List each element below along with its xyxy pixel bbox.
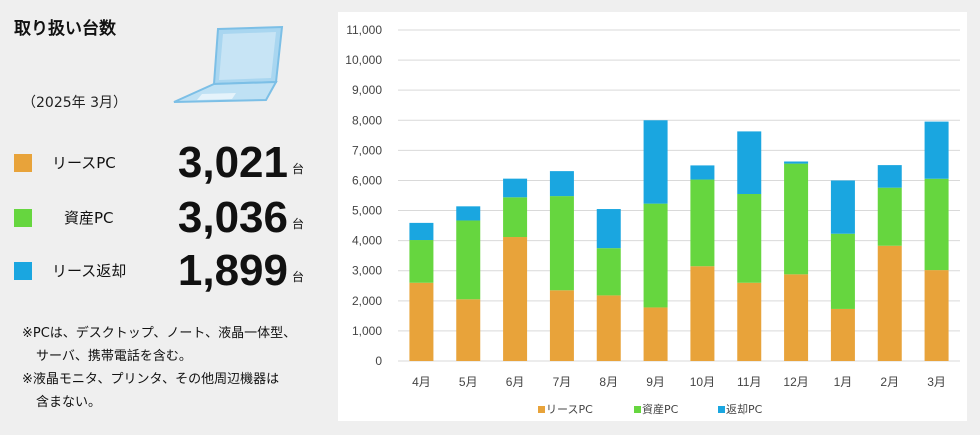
- bar-segment: [643, 120, 668, 204]
- bar-segment: [737, 193, 762, 283]
- bar-segment: [549, 171, 574, 197]
- y-tick-label: 4,000: [352, 234, 382, 248]
- bar-segment: [737, 282, 762, 361]
- bar-segment: [690, 266, 715, 361]
- note-line: ※液晶モニタ、プリンタ、その他周辺機器は: [22, 372, 280, 387]
- x-tick-label: 1月: [834, 375, 853, 389]
- x-tick-label: 2月: [880, 375, 899, 389]
- y-tick-label: 6,000: [352, 173, 382, 187]
- bar-segment: [503, 178, 528, 198]
- bar-segment: [737, 131, 762, 194]
- x-tick-label: 8月: [599, 375, 618, 389]
- note-line: ※PCは、デスクトップ、ノート、液晶一体型、: [22, 326, 297, 341]
- y-tick-label: 11,000: [346, 23, 382, 37]
- chart-panel: 0 1,000 2,000 3,000 4,000 5,000 6,000 7,000 8,00…: [338, 12, 967, 421]
- bar-segment: [596, 248, 621, 296]
- y-tick-label: 5,000: [352, 204, 382, 218]
- bar-segment: [784, 161, 809, 164]
- bar-segment: [643, 203, 668, 308]
- bar-segment: [503, 237, 528, 361]
- bar-segment: [456, 206, 481, 221]
- legend-swatch: [634, 406, 641, 413]
- x-tick-label: 3月: [927, 375, 946, 389]
- bar-segment: [830, 233, 855, 309]
- x-tick-label: 5月: [459, 375, 478, 389]
- page-title: 取り扱い台数: [14, 19, 116, 39]
- y-tick-label: 7,000: [352, 143, 382, 157]
- y-tick-label: 2,000: [352, 294, 382, 308]
- bar-segment: [690, 179, 715, 267]
- legend-label: 資産PC: [642, 403, 679, 416]
- x-tick-label: 4月: [412, 375, 431, 389]
- stat-label-asset: 資産PC: [64, 209, 114, 227]
- bar-segment: [877, 245, 902, 361]
- bar-segment: [549, 290, 574, 361]
- stat-value-lease: 3,021: [177, 138, 288, 187]
- stat-value-asset: 3,036: [177, 193, 288, 242]
- bar-segment: [877, 165, 902, 188]
- stat-unit-lease: 台: [292, 162, 305, 176]
- y-tick-label: 8,000: [352, 113, 382, 127]
- bar-segment: [924, 178, 949, 271]
- x-tick-label: 10月: [690, 375, 715, 389]
- stacked-bar-chart: 0 1,000 2,000 3,000 4,000 5,000 6,000 7,000 8,00…: [345, 23, 960, 416]
- note-line: サーバ、携帯電話を含む。: [36, 349, 192, 364]
- stat-label-lease: リースPC: [52, 154, 116, 172]
- asset-swatch: [14, 209, 32, 227]
- bar-segment: [549, 196, 574, 291]
- bar-segment: [596, 209, 621, 249]
- bar-segment: [830, 180, 855, 234]
- bar-segment: [830, 308, 855, 361]
- legend-label: 返却PC: [726, 403, 763, 416]
- bar-segment: [409, 222, 434, 241]
- legend-label: リースPC: [546, 403, 593, 416]
- x-tick-label: 9月: [646, 375, 665, 389]
- bar-segment: [690, 165, 715, 180]
- stat-unit-asset: 台: [292, 217, 305, 231]
- bar-segment: [409, 282, 434, 361]
- legend-swatch: [718, 406, 725, 413]
- y-tick-label: 9,000: [352, 83, 382, 97]
- note-line: 含まない。: [36, 395, 102, 410]
- x-tick-label: 11月: [737, 375, 761, 389]
- x-tick-label: 6月: [506, 375, 525, 389]
- stat-value-return: 1,899: [177, 246, 288, 295]
- x-tick-label: 12月: [783, 375, 808, 389]
- bar-segment: [503, 197, 528, 238]
- bar-segment: [643, 307, 668, 361]
- y-tick-label: 1,000: [352, 324, 382, 338]
- bar-segment: [784, 274, 809, 361]
- bar-segment: [409, 240, 434, 283]
- laptop-icon: [173, 25, 284, 103]
- y-tick-label: 0: [375, 354, 382, 368]
- stat-label-return: リース返却: [52, 262, 127, 280]
- period-label: （2025年 3月）: [22, 95, 127, 111]
- lease-swatch: [14, 154, 32, 172]
- summary-panel: 取り扱い台数 （2025年 3月） リースPC 3,021 台 資産PC 3,0…: [0, 0, 330, 435]
- bar-segment: [456, 299, 481, 361]
- bar-segment: [924, 121, 949, 179]
- return-swatch: [14, 262, 32, 280]
- x-tick-label: 7月: [553, 375, 572, 389]
- bar-segment: [924, 270, 949, 361]
- bar-segment: [596, 295, 621, 361]
- bar-segment: [784, 163, 809, 275]
- y-tick-label: 3,000: [352, 264, 382, 278]
- y-tick-label: 10,000: [345, 53, 382, 67]
- notes: ※PCは、デスクトップ、ノート、液晶一体型、 サーバ、携帯電話を含む。 ※液晶モ…: [22, 322, 296, 414]
- bar-segment: [877, 187, 902, 246]
- bar-segment: [456, 220, 481, 300]
- stat-unit-return: 台: [292, 270, 305, 284]
- legend-swatch: [538, 406, 545, 413]
